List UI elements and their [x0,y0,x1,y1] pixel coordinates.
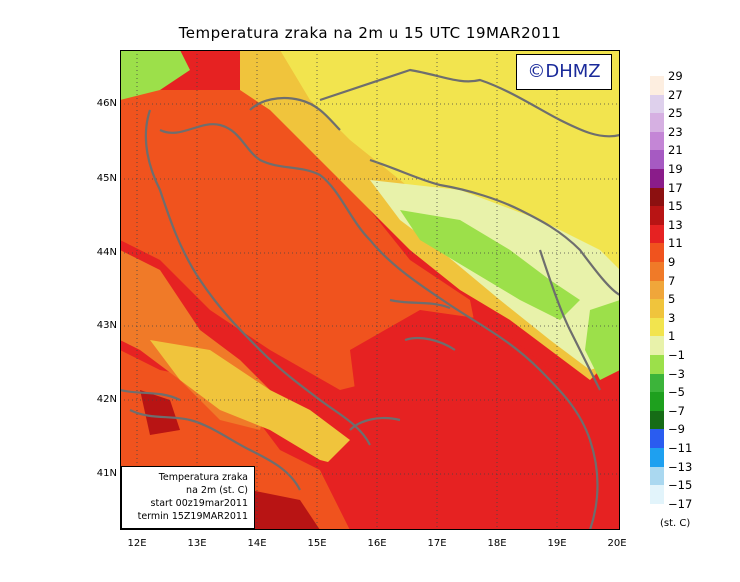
field-alps-green [120,50,190,100]
legend-label: 27 [668,87,683,102]
legend-swatch [650,392,664,411]
legend-label: 29 [668,69,683,83]
coastlines [120,68,620,530]
legend-label: −11 [668,441,693,455]
graticule [120,50,620,530]
field-balkan-green [400,210,580,320]
lon-label-15e: 15E [307,538,327,549]
map-title: Temperatura zraka na 2m u 15 UTC 19MAR20… [178,24,562,42]
lat-label-42n: 42N [96,394,117,405]
legend-swatch [650,224,664,244]
legend-label: −1 [668,348,685,362]
legend-label: 5 [668,292,676,307]
legend-swatch [650,243,664,262]
legend-swatch [650,262,664,281]
legend-swatch [650,94,664,114]
lat-label-41n: 41N [96,468,117,479]
legend-swatch [650,299,664,318]
lon-label-16e: 16E [367,538,387,549]
legend-swatch [650,169,664,188]
info-box: Temperatura zraka na 2m (st. C) start 00… [121,466,255,529]
info-line-variable: na 2m (st. C) [186,485,248,496]
legend-label: 17 [668,180,683,195]
lon-label-13e: 13E [187,538,207,549]
legend-label: −13 [668,459,693,474]
temperature-map [120,50,620,530]
legend-swatch [650,485,664,504]
legend-swatch [650,76,664,95]
legend-label: 1 [668,329,676,344]
legend-label: −3 [668,366,685,381]
map-frame [120,50,620,530]
info-line-title: Temperatura zraka [158,472,248,483]
legend-label: −7 [668,403,685,418]
legend-swatch [650,410,664,430]
lon-label-18e: 18E [487,538,507,549]
legend-swatch [650,187,664,207]
legend-swatch [650,206,664,225]
legend-unit: (st. C) [660,518,691,529]
legend-label: 11 [668,236,683,251]
info-line-start: start 00z19mar2011 [150,498,248,509]
lon-label-20e: 20E [607,538,627,549]
field-dark-red [250,490,320,530]
field-sea-red [320,310,600,530]
dhmz-logo: ©DHMZ [516,54,612,90]
legend-swatch [650,336,664,355]
legend-label: 15 [668,199,683,214]
legend-label: 21 [668,143,683,158]
legend-swatch [650,131,664,151]
legend-label: 9 [668,255,676,269]
legend-label: −9 [668,422,685,437]
field-yellow-italy [150,340,360,470]
legend-swatch [650,150,664,169]
lon-label-17e: 17E [427,538,447,549]
field-orange-west [120,90,480,390]
legend-swatch [650,317,664,337]
legend-swatch [650,466,664,486]
legend-label: 23 [668,124,683,139]
lat-label-44n: 44N [96,247,117,258]
legend-swatch [650,280,664,300]
legend-swatch [650,429,664,448]
legend-label: −17 [668,496,693,511]
lon-label-14e: 14E [247,538,267,549]
legend-swatch [650,448,664,467]
field-east-green [585,300,620,380]
lat-label-46n: 46N [96,98,117,109]
lat-label-45n: 45N [96,173,117,184]
legend-label: 13 [668,217,683,232]
legend-label: −5 [668,385,685,400]
legend-label: −15 [668,478,693,493]
legend-swatch [650,373,664,393]
lat-label-43n: 43N [96,320,117,331]
legend-label: 25 [668,106,683,121]
legend-label: 3 [668,310,676,325]
lon-label-19e: 19E [547,538,567,549]
legend-swatch [650,355,664,374]
legend-label: 19 [668,162,683,176]
info-line-termin: termin 15Z19MAR2011 [137,511,248,522]
field-dark-red-2 [140,390,180,435]
lon-label-12e: 12E [127,538,147,549]
legend-swatch [650,113,664,132]
legend-label: 7 [668,273,676,288]
